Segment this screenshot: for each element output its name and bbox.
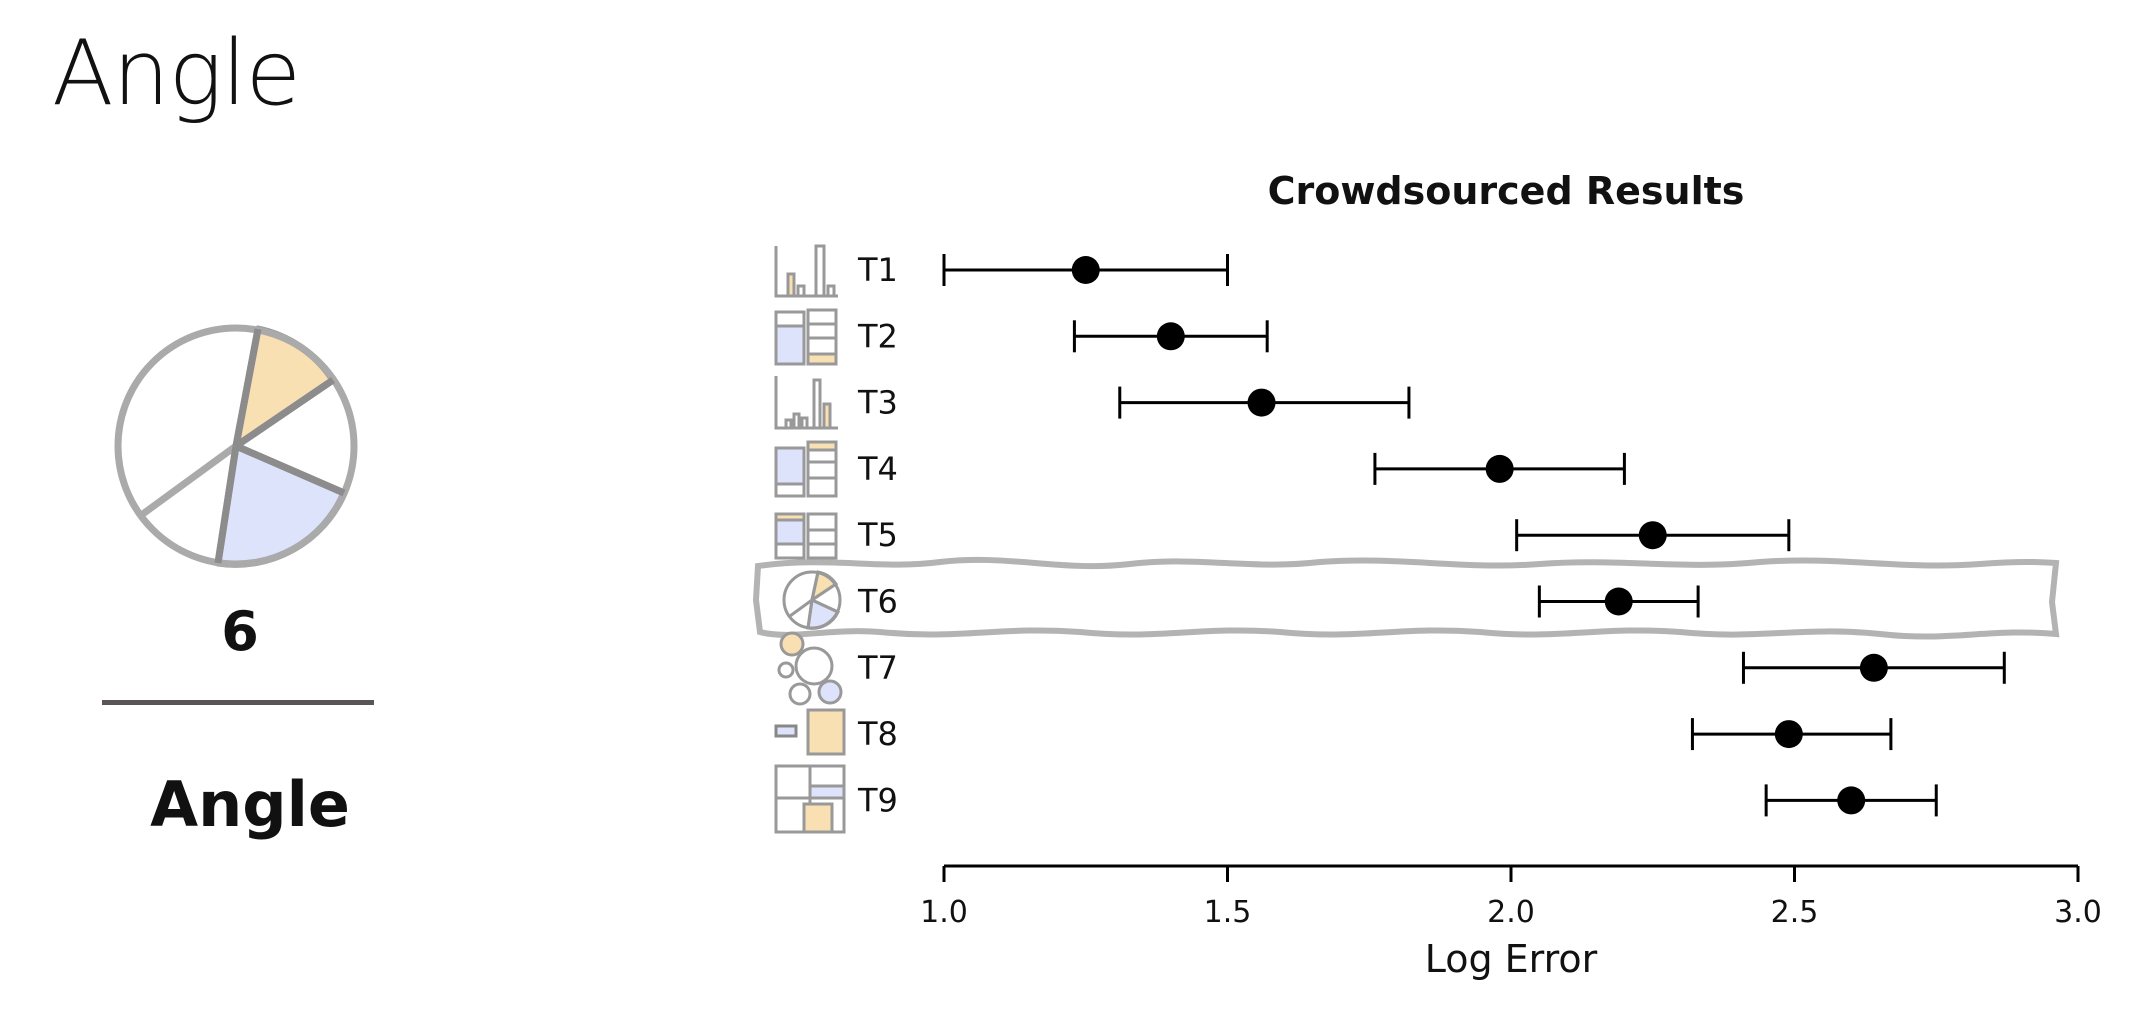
thumbnail-stacked-icon — [774, 308, 838, 366]
mean-point — [1837, 786, 1866, 815]
thumbnail-area-icon — [774, 708, 846, 756]
data-row-t7: T7 — [857, 649, 2006, 687]
pie-divider — [137, 443, 239, 519]
task-label: T6 — [857, 583, 898, 621]
mean-point — [1604, 587, 1633, 616]
pie-divider — [234, 442, 346, 497]
task-label: T1 — [857, 251, 898, 289]
mean-point — [1247, 388, 1276, 417]
x-axis-label: Log Error — [1425, 937, 1598, 981]
x-tick-label: 3.0 — [2054, 895, 2102, 930]
divider-line — [102, 700, 374, 705]
mean-point — [1156, 322, 1185, 351]
data-row-t8: T8 — [857, 715, 1893, 753]
slide-title: Angle — [52, 21, 301, 126]
pie-outline — [114, 324, 358, 568]
channel-label: Angle — [150, 768, 350, 841]
thumbnail-treemap-icon — [774, 764, 846, 834]
pie-divider — [232, 328, 262, 447]
data-row-t2: T2 — [857, 317, 1269, 355]
highlight-band — [752, 556, 2060, 640]
x-tick-label: 1.5 — [1204, 895, 1252, 930]
thumbnail-bar-icon — [774, 244, 838, 298]
task-label: T5 — [857, 516, 898, 554]
thumbnail-pie-icon — [782, 570, 842, 630]
task-label: T8 — [857, 715, 898, 753]
x-axis: 1.0 1.5 2.0 2.5 3.0 — [920, 864, 2102, 930]
thumbnail-bar-icon — [774, 376, 838, 430]
pie-divider — [234, 377, 335, 449]
mean-point — [1859, 653, 1888, 682]
data-rows: T1 T2 T3 T4 T5 T6 T7 T8 T9 — [857, 251, 2006, 819]
data-row-t4: T4 — [857, 450, 1626, 488]
task-label: T9 — [857, 781, 898, 819]
mean-point — [1638, 521, 1667, 550]
data-row-t5: T5 — [857, 516, 1791, 554]
rank-number: 6 — [221, 600, 259, 663]
task-label: T3 — [857, 384, 898, 422]
task-label: T2 — [857, 317, 898, 355]
mean-point — [1774, 720, 1803, 749]
x-tick-label: 1.0 — [920, 895, 968, 930]
task-icons — [774, 244, 846, 834]
data-row-t9: T9 — [857, 781, 1938, 819]
task-label: T4 — [857, 450, 898, 488]
data-row-t6: T6 — [857, 583, 1700, 621]
task-label: T7 — [857, 649, 898, 687]
chart-title: Crowdsourced Results — [1268, 169, 1745, 213]
mean-point — [1071, 256, 1100, 284]
x-tick-label: 2.5 — [1771, 895, 1819, 930]
x-tick-label: 2.0 — [1487, 895, 1535, 930]
pie-divider — [214, 445, 240, 564]
thumbnail-bubble-icon — [777, 631, 843, 706]
thumbnail-stacked-icon — [774, 512, 838, 560]
data-row-t1: T1 — [857, 251, 1229, 289]
thumbnail-stacked-icon — [774, 440, 838, 498]
mean-point — [1485, 454, 1514, 483]
data-row-t3: T3 — [857, 384, 1411, 422]
